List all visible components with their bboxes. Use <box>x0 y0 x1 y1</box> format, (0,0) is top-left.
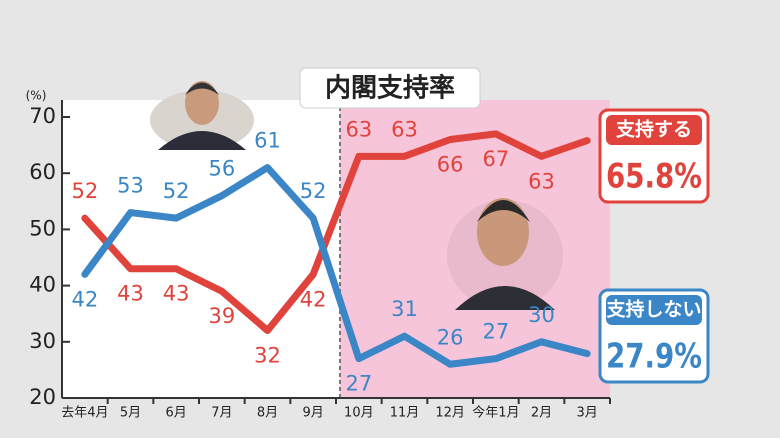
title-box <box>299 67 481 109</box>
data-label: 42 <box>71 287 98 311</box>
data-label: 42 <box>300 287 327 311</box>
data-label: 63 <box>528 169 555 193</box>
data-label: 27 <box>482 320 509 344</box>
y-tick-label: 50 <box>29 216 56 240</box>
data-label: 32 <box>254 344 281 368</box>
legend-header <box>606 115 702 145</box>
x-tick-label: 12月 <box>435 406 465 421</box>
data-label: 52 <box>71 179 98 203</box>
x-tick-label: 10月 <box>344 406 374 421</box>
photo-right <box>447 198 563 310</box>
y-tick-label: 70 <box>29 104 56 128</box>
x-tick-label: 3月 <box>577 406 598 421</box>
data-label: 30 <box>528 303 555 327</box>
x-tick-label: 今年1月 <box>472 405 519 421</box>
end-value-label: 27.9% <box>606 337 702 377</box>
data-label: 53 <box>117 174 144 198</box>
end-value-label: 65.8% <box>606 157 702 197</box>
data-label: 63 <box>391 117 418 141</box>
data-label: 61 <box>254 129 281 153</box>
x-tick-label: 2月 <box>531 406 552 421</box>
data-label: 43 <box>163 282 190 306</box>
data-label: 52 <box>163 179 190 203</box>
series-line <box>81 130 591 335</box>
data-label: 43 <box>117 282 144 306</box>
data-label: 67 <box>482 147 509 171</box>
legend-label: 支持しない <box>605 298 701 321</box>
x-tick-label: 5月 <box>120 406 141 421</box>
data-label: 56 <box>208 157 235 181</box>
x-tick-label: 去年4月 <box>61 406 108 421</box>
y-tick-label: 20 <box>29 385 56 409</box>
y-tick-label: 40 <box>29 273 56 297</box>
y-tick-label: 30 <box>29 329 56 353</box>
data-label: 66 <box>437 152 464 176</box>
y-unit: (%) <box>26 89 47 103</box>
series-line <box>81 164 591 368</box>
x-tick-label: 6月 <box>166 406 187 421</box>
photo-left <box>150 81 254 150</box>
x-tick-label: 8月 <box>257 406 278 421</box>
x-tick-label: 9月 <box>303 406 324 421</box>
chart-title: 内閣支持率 <box>325 73 455 104</box>
data-label: 26 <box>437 325 464 349</box>
legend-label: 支持する <box>615 118 692 141</box>
x-tick-label: 11月 <box>390 406 420 421</box>
x-tick-label: 7月 <box>211 406 232 421</box>
y-tick-label: 60 <box>29 160 56 184</box>
data-label: 39 <box>208 304 235 328</box>
data-label: 52 <box>300 179 327 203</box>
legend-header <box>606 295 702 325</box>
data-label: 63 <box>345 117 372 141</box>
data-label: 31 <box>391 297 418 321</box>
data-label: 27 <box>345 372 372 396</box>
